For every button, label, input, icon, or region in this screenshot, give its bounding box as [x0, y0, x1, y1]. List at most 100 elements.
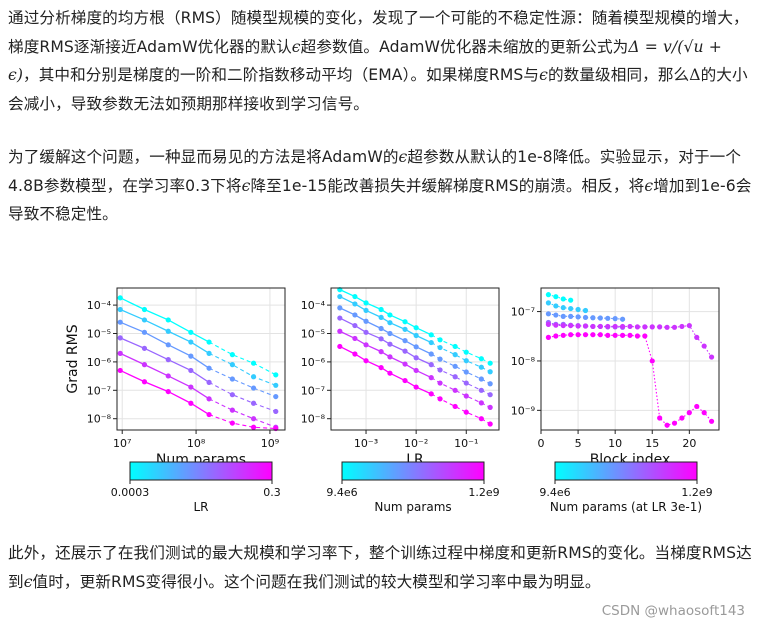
series-line-dotted — [548, 294, 571, 301]
data-point — [402, 361, 408, 367]
data-point — [560, 305, 566, 311]
y-tick-label: 10⁻⁶ — [301, 356, 326, 369]
data-point — [250, 385, 257, 391]
data-point — [612, 332, 618, 338]
data-point — [352, 312, 358, 318]
data-point — [487, 369, 493, 375]
data-point — [452, 374, 458, 380]
data-point — [597, 323, 603, 330]
data-point — [708, 354, 715, 360]
data-point — [428, 362, 434, 368]
data-point — [452, 403, 458, 410]
data-point — [463, 409, 469, 415]
data-point — [229, 420, 235, 426]
data-point — [560, 332, 566, 338]
series-line-dashed — [208, 341, 277, 376]
colorbar-label: Num params — [374, 500, 451, 514]
colorbar-max-label: 0.3 — [263, 486, 281, 499]
series-line-dashed — [208, 398, 276, 428]
data-point — [387, 330, 393, 337]
data-point — [337, 315, 343, 321]
y-tick-label: 10⁻⁷ — [511, 306, 535, 319]
data-point — [402, 319, 408, 325]
data-point — [413, 384, 419, 390]
colorbar-max-label: 1.2e9 — [468, 486, 499, 499]
data-point — [141, 362, 148, 368]
data-point — [352, 335, 358, 342]
data-point — [337, 305, 343, 311]
x-tick-label: 10⁻³ — [354, 437, 378, 450]
data-point — [597, 332, 603, 338]
data-point — [273, 372, 279, 378]
data-point — [686, 322, 692, 329]
data-point — [413, 367, 419, 374]
data-point — [575, 314, 581, 320]
data-point — [188, 400, 194, 406]
data-point — [206, 339, 212, 345]
data-point — [553, 312, 559, 318]
data-point — [463, 369, 469, 375]
series-line-dashed — [208, 381, 276, 412]
data-point — [478, 356, 484, 362]
data-point — [387, 354, 393, 360]
y-tick-label: 10⁻⁵ — [301, 327, 325, 340]
data-point — [590, 323, 596, 330]
data-point — [363, 329, 369, 335]
data-point — [605, 332, 611, 338]
data-point — [337, 343, 343, 350]
x-tick-label: 0 — [538, 437, 545, 450]
data-point — [250, 400, 257, 406]
data-point — [117, 335, 123, 341]
adamw-update-formula: Δ = v/(√u + ϵ) — [8, 37, 722, 85]
data-point — [686, 410, 692, 416]
data-point — [165, 317, 171, 323]
y-tick-label: 10⁻⁸ — [301, 413, 326, 426]
data-point — [250, 374, 257, 380]
data-point — [188, 367, 194, 374]
x-tick-label: 10⁷ — [113, 437, 131, 450]
data-point — [188, 384, 194, 390]
data-point — [478, 387, 484, 393]
data-point — [478, 376, 484, 382]
data-point — [141, 345, 148, 351]
data-point — [437, 337, 443, 343]
paragraph-adamw-epsilon-instability: 通过分析梯度的均方根（RMS）随模型规模的变化，发现了一个可能的不稳定性源：随着… — [8, 9, 749, 113]
data-point — [165, 388, 171, 395]
data-point — [117, 367, 123, 374]
data-point — [463, 349, 469, 355]
data-point — [378, 314, 384, 320]
data-point — [229, 352, 235, 358]
data-point — [402, 348, 408, 354]
data-point — [701, 343, 707, 349]
paragraph-lower-epsilon: 为了缓解这个问题，一种显而易见的方法是将AdamW的ϵ超参数从默认的1e-8降低… — [8, 148, 752, 223]
data-point — [679, 415, 685, 421]
data-point — [452, 363, 458, 369]
data-point — [188, 329, 194, 335]
y-tick-label: 10⁻⁴ — [301, 299, 326, 312]
data-point — [363, 318, 369, 324]
data-point — [575, 323, 581, 329]
data-point — [619, 323, 626, 330]
y-tick-label: 10⁻⁷ — [87, 384, 111, 397]
y-tick-label: 10⁻⁵ — [87, 327, 111, 340]
grad-rms-figure: 10⁷ 10⁸ 10⁹ 10⁻⁴ 10⁻⁵ 10⁻⁶ 10⁻⁷ 10⁻⁸ Num params G… — [65, 287, 720, 514]
data-point — [337, 293, 343, 300]
data-point — [378, 336, 384, 342]
data-point — [188, 339, 194, 345]
data-point — [413, 344, 419, 350]
data-point — [273, 382, 279, 388]
data-point — [413, 325, 419, 331]
x-tick-label: 10⁻² — [404, 437, 428, 450]
data-point — [560, 313, 566, 319]
data-point — [229, 362, 235, 368]
colorbar-min-label: 9.4e6 — [539, 486, 570, 499]
data-point — [402, 326, 408, 332]
data-point — [437, 396, 443, 402]
data-point — [568, 313, 574, 319]
data-point — [437, 356, 443, 362]
data-point — [487, 360, 493, 366]
series-line-dotted — [548, 323, 713, 358]
data-point — [250, 424, 257, 430]
data-point — [352, 351, 358, 357]
y-axis-label: Grad RMS — [65, 324, 81, 393]
